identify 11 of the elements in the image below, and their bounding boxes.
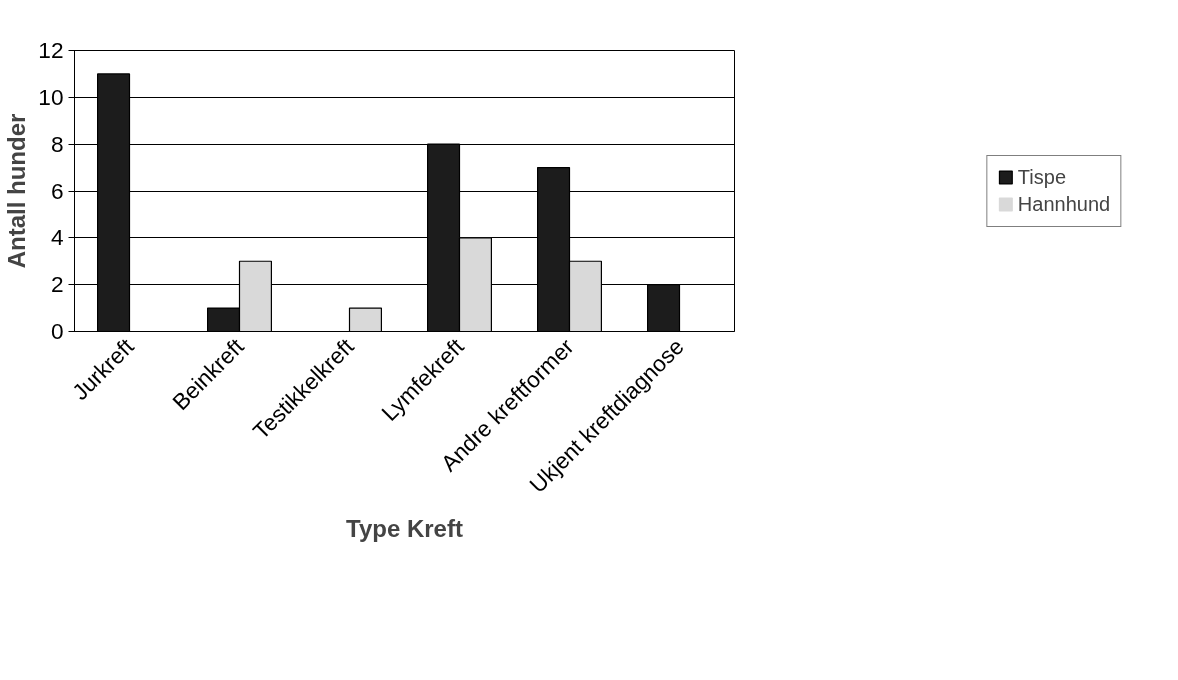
y-tick-label: 6 <box>50 177 64 204</box>
y-tick-label: 2 <box>50 271 64 298</box>
y-tick-label: 0 <box>50 318 64 344</box>
x-axis-title: Type Kreft <box>346 514 463 542</box>
y-tick-label: 10 <box>38 83 64 110</box>
y-tick-label: 8 <box>50 130 64 157</box>
legend-label: Tispe <box>1017 165 1067 189</box>
legend-label: Hannhund <box>1017 192 1111 216</box>
y-axis-title: Antall hunder <box>3 113 31 269</box>
y-tick-label: 12 <box>38 37 64 63</box>
y-tick-label: 4 <box>50 224 64 251</box>
